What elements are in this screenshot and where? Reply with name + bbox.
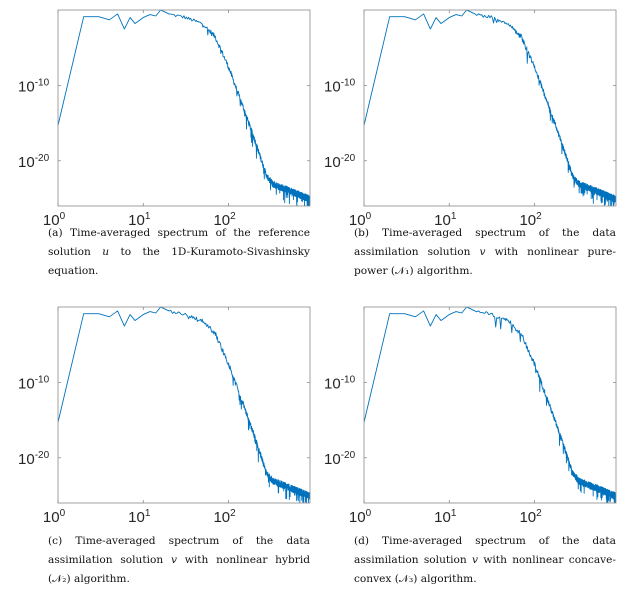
caption-text: with nonlinear concave-convex (𝒩₃) algor…: [354, 554, 616, 585]
spectrum-chart-c: 100 101 102 10-10 10-20: [18, 306, 311, 522]
y-tick-label: 10-10: [324, 77, 356, 95]
axes-box: [57, 9, 311, 207]
caption-variable: u: [102, 246, 110, 258]
x-tick-label: 102: [519, 211, 542, 225]
caption-label: (a): [48, 227, 63, 239]
y-tick-label: 10-20: [324, 450, 356, 468]
spectrum-chart-b: 100 101 102 10-10 10-20: [324, 9, 617, 225]
caption-text: with nonlinear hybrid (𝒩₂) algorithm.: [48, 554, 311, 585]
y-tick-label: 10-10: [324, 374, 356, 392]
y-tick-label: 10-20: [18, 153, 50, 171]
caption-text: to the 1D-Kuramoto-Sivashinsky equation.: [48, 246, 310, 277]
x-tick-label: 100: [43, 508, 66, 522]
panel-a: 100 101 102 10-10 10-20 (a) Time-averaged sp…: [0, 0, 315, 298]
axes-box: [363, 9, 617, 207]
spectrum-chart-d: 100 101 102 10-10 10-20: [324, 306, 617, 522]
y-tick-label: 10-20: [18, 450, 50, 468]
panel-b: 100 101 102 10-10 10-20 (b) Time-averaged sp…: [306, 0, 621, 298]
x-tick-label: 101: [434, 211, 457, 225]
y-tick-label: 10-20: [324, 153, 356, 171]
caption-label: (c): [48, 535, 63, 547]
spectrum-chart-a: 100 101 102 10-10 10-20: [18, 9, 311, 225]
x-tick-label: 101: [434, 508, 457, 522]
caption-text: Time-averaged spectrum of the data assim…: [48, 535, 311, 566]
caption-b: (b) Time-averaged spectrum of the data a…: [354, 224, 616, 281]
caption-text: Time-averaged spectrum of the reference …: [48, 227, 310, 258]
caption-d: (d) Time-averaged spectrum of the data a…: [354, 532, 616, 589]
y-tick-label: 10-10: [18, 77, 50, 95]
x-tick-label: 101: [128, 211, 151, 225]
y-tick-label: 10-10: [18, 374, 50, 392]
axes-box: [363, 306, 617, 504]
spectrum-series-line: [58, 10, 310, 206]
caption-text: with nonlinear pure-power (𝒩₁) algorithm…: [354, 246, 616, 277]
caption-variable: v: [472, 554, 479, 566]
spectrum-series-line: [364, 10, 616, 206]
caption-c: (c) Time-averaged spectrum of the data a…: [48, 532, 310, 589]
x-tick-label: 102: [213, 211, 236, 225]
panel-c: 100 101 102 10-10 10-20 (c) Time-averaged sp…: [0, 297, 315, 595]
panel-d: 100 101 102 10-10 10-20 (d) Time-averaged sp…: [306, 297, 621, 595]
caption-variable: v: [479, 246, 486, 258]
spectrum-series-line: [364, 307, 616, 503]
caption-variable: v: [171, 554, 178, 566]
spectrum-series-line: [58, 307, 310, 503]
x-tick-label: 101: [128, 508, 151, 522]
caption-text: Time-averaged spectrum of the data assim…: [354, 535, 617, 566]
x-tick-label: 100: [43, 211, 66, 225]
x-tick-label: 100: [349, 508, 372, 522]
caption-text: Time-averaged spectrum of the data assim…: [354, 227, 617, 258]
caption-a: (a) Time-averaged spectrum of the refere…: [48, 224, 310, 281]
x-tick-label: 102: [213, 508, 236, 522]
x-tick-label: 102: [519, 508, 542, 522]
caption-label: (d): [354, 535, 370, 547]
axes-box: [57, 306, 311, 504]
x-tick-label: 100: [349, 211, 372, 225]
caption-label: (b): [354, 227, 370, 239]
